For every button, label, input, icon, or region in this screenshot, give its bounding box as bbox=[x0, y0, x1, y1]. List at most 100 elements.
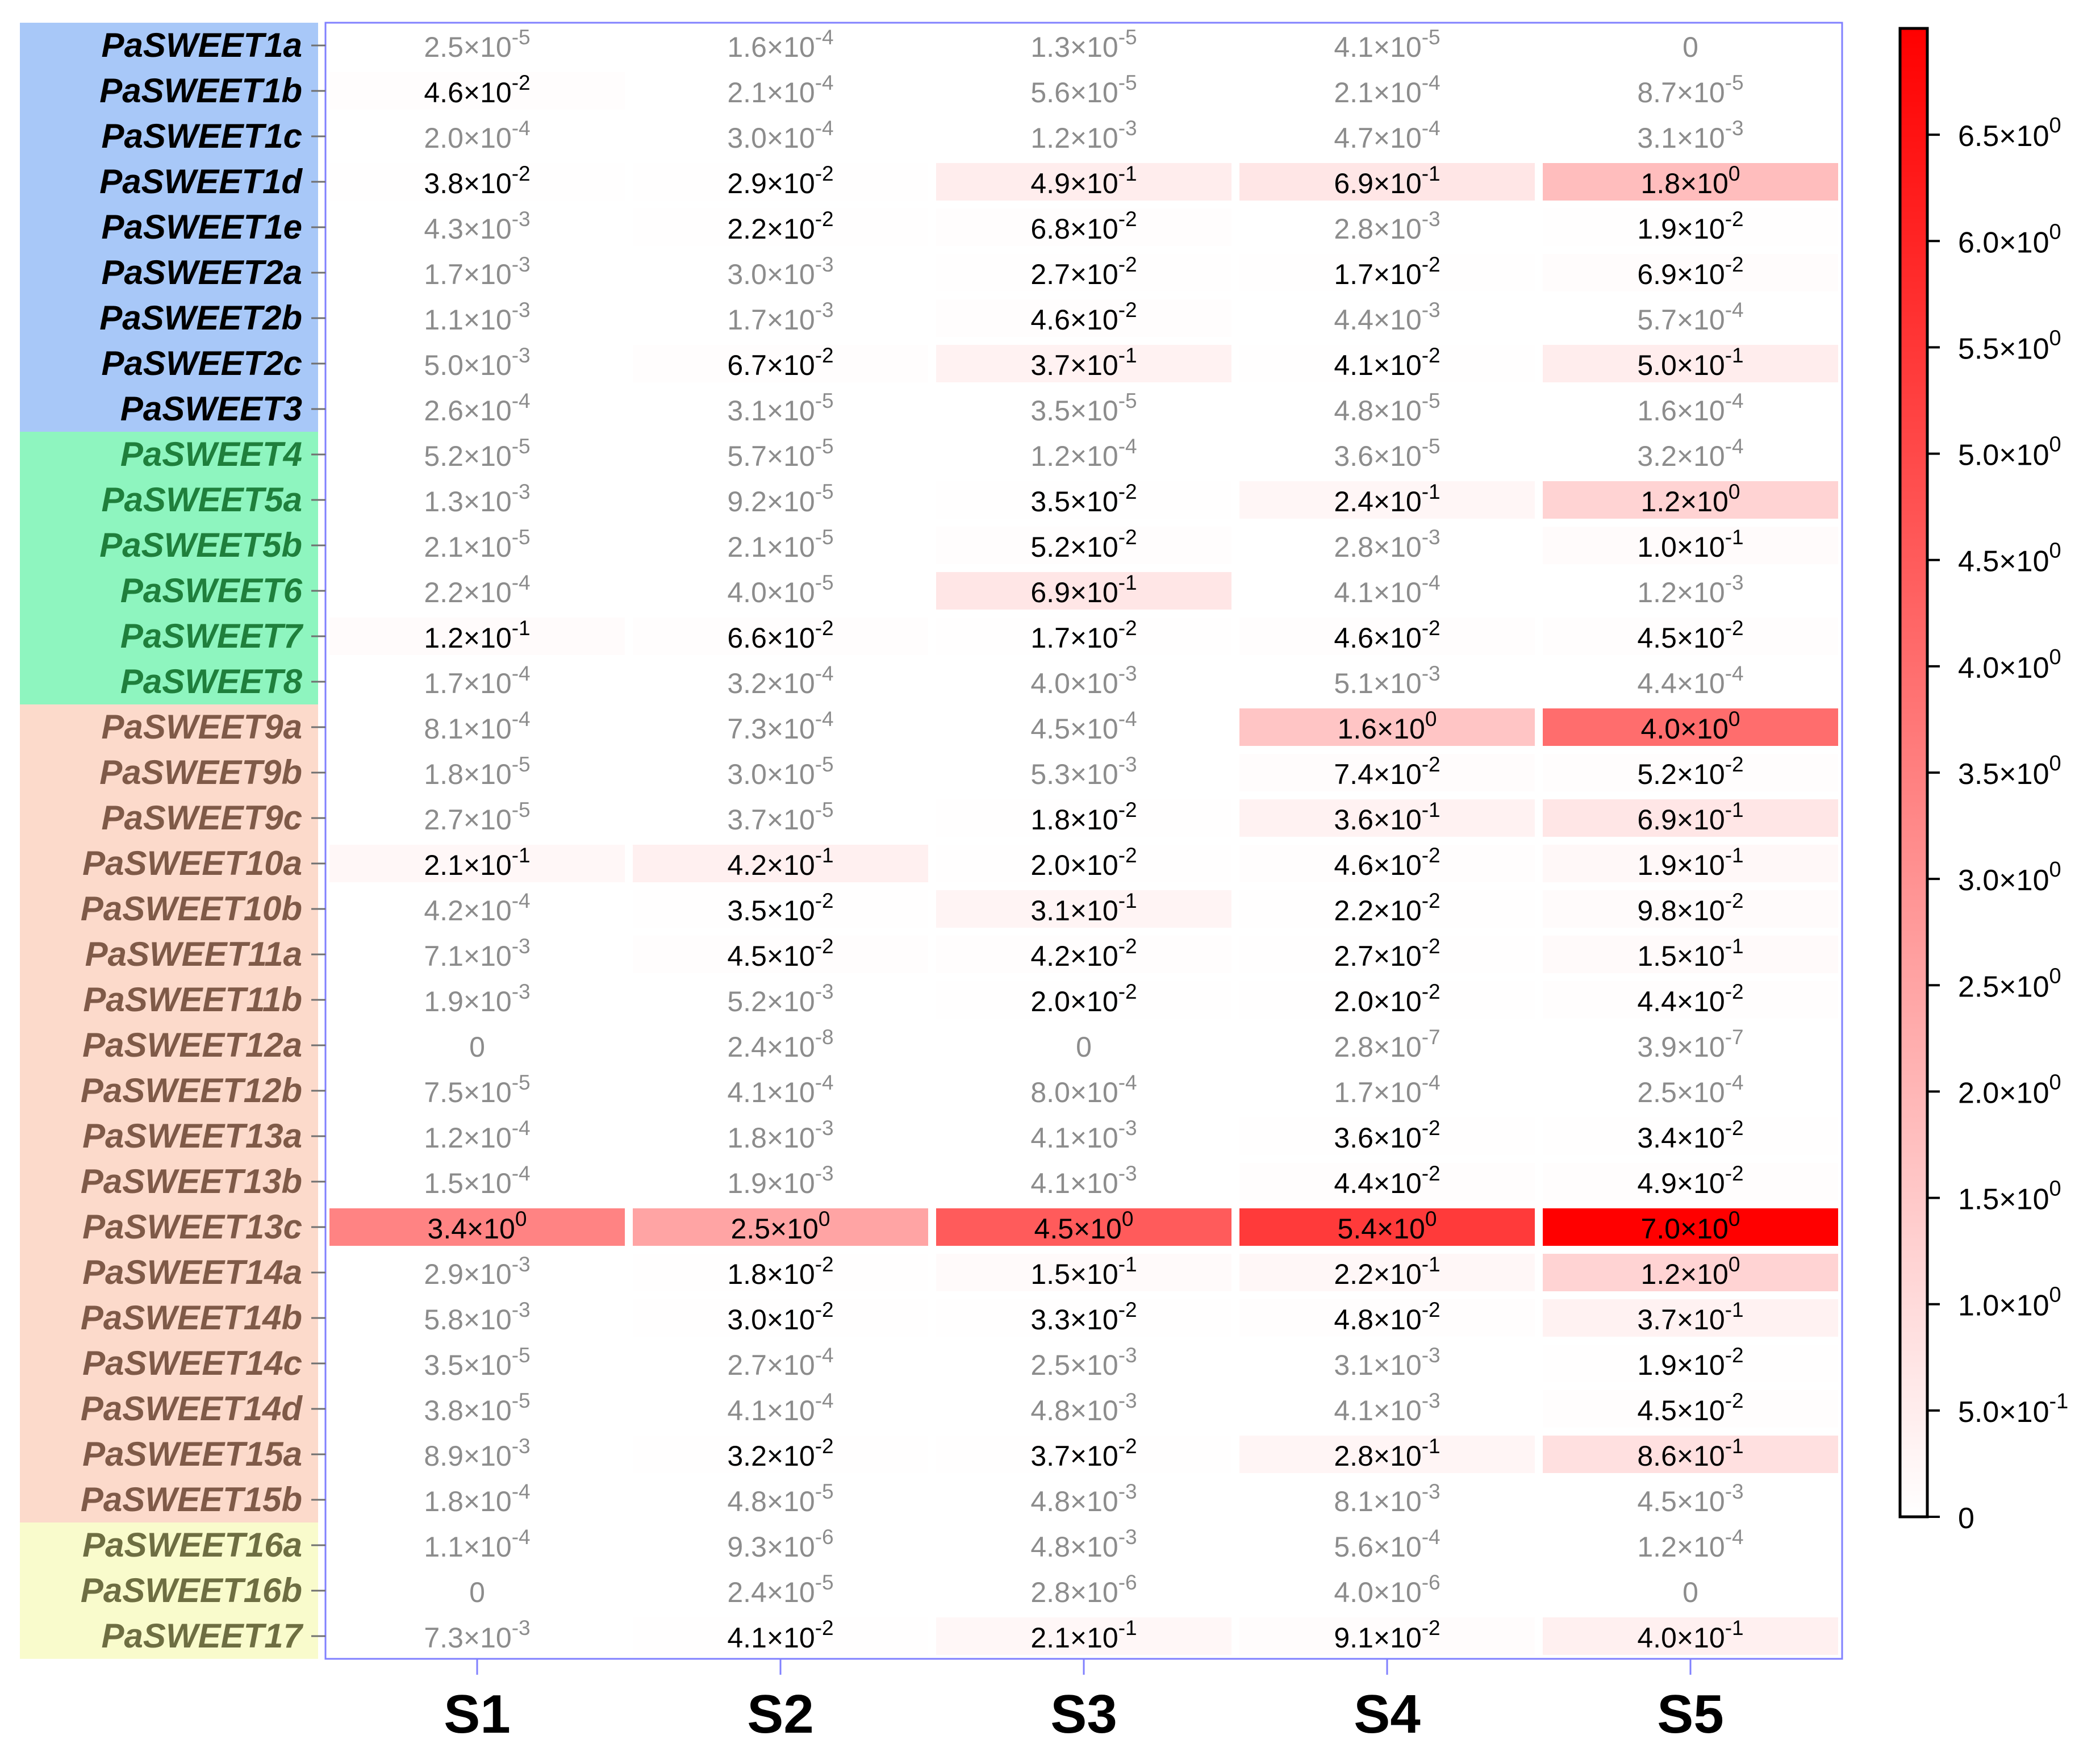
cell-value-label: 3.7×10-2 bbox=[1030, 1434, 1137, 1472]
cell-value-label: 1.8×10-2 bbox=[1030, 798, 1137, 836]
heatmap-cell bbox=[633, 345, 928, 382]
heatmap-cell bbox=[633, 1299, 928, 1337]
heatmap-cell bbox=[1543, 799, 1838, 837]
heatmap-cell bbox=[1543, 1299, 1838, 1337]
cell-value-label: 2.5×100 bbox=[731, 1207, 830, 1245]
cell-value-label: 2.4×10-8 bbox=[727, 1025, 833, 1063]
heatmap-cell bbox=[633, 845, 928, 882]
heatmap-cell bbox=[1239, 527, 1535, 564]
row-label: PaSWEET5a bbox=[102, 481, 302, 519]
heatmap-cell bbox=[633, 981, 928, 1019]
row-label: PaSWEET14d bbox=[81, 1390, 303, 1428]
colorbar-gradient bbox=[1898, 27, 1929, 1519]
heatmap-cell bbox=[1543, 163, 1838, 201]
cell-value-label: 2.9×10-3 bbox=[424, 1253, 530, 1290]
heatmap-cell bbox=[1543, 845, 1838, 882]
cell-value-label: 4.0×10-1 bbox=[1637, 1616, 1743, 1654]
cell-value-label: 8.9×10-3 bbox=[424, 1434, 530, 1472]
heatmap-cell bbox=[329, 845, 625, 882]
cell-value-label: 5.1×10-3 bbox=[1334, 662, 1440, 699]
heatmap-cell bbox=[1543, 572, 1838, 610]
colorbar-tick-label: 6.5×100 bbox=[1958, 114, 2061, 153]
heatmap-cell bbox=[936, 1345, 1231, 1382]
heatmap-cell bbox=[1239, 890, 1535, 928]
heatmap-cell bbox=[1239, 1617, 1535, 1655]
heatmap-cell bbox=[633, 1072, 928, 1109]
heatmap-cell bbox=[936, 663, 1231, 700]
colorbar-tick-label: 4.5×100 bbox=[1958, 539, 2061, 578]
heatmap-cell bbox=[1543, 436, 1838, 473]
heatmap-cell bbox=[936, 618, 1231, 655]
heatmap-cell bbox=[936, 1027, 1231, 1064]
cell-value-label: 4.0×10-3 bbox=[1030, 662, 1137, 699]
row-label: PaSWEET13b bbox=[81, 1162, 302, 1200]
heatmap-cell bbox=[936, 254, 1231, 291]
heatmap-cell bbox=[1239, 663, 1535, 700]
column-label: S1 bbox=[444, 1684, 510, 1745]
cell-value-label: 1.2×10-3 bbox=[1637, 571, 1743, 608]
row-label: PaSWEET11b bbox=[83, 981, 302, 1019]
heatmap-cell bbox=[1239, 799, 1535, 837]
cell-value-label: 1.8×100 bbox=[1641, 162, 1740, 199]
cell-value-label: 4.2×10-2 bbox=[1030, 935, 1137, 972]
cell-value-label: 3.2×10-4 bbox=[727, 662, 833, 699]
heatmap-cell bbox=[1543, 481, 1838, 519]
cell-value-label: 1.2×10-4 bbox=[1030, 435, 1137, 472]
cell-value-label: 2.0×10-4 bbox=[424, 116, 530, 154]
cell-value-label: 5.3×10-3 bbox=[1030, 753, 1137, 790]
heatmap-cell bbox=[633, 299, 928, 337]
heatmap-cell bbox=[329, 754, 625, 791]
heatmap-cell bbox=[1543, 527, 1838, 564]
row-label: PaSWEET7 bbox=[120, 617, 304, 655]
cell-value-label: 1.6×100 bbox=[1338, 707, 1437, 745]
cell-value-label: 2.1×10-5 bbox=[727, 525, 833, 563]
heatmap-cell bbox=[633, 1572, 928, 1609]
cell-value-label: 4.8×10-3 bbox=[1030, 1525, 1137, 1563]
heatmap-cell bbox=[633, 1208, 928, 1246]
cell-value-label: 4.8×10-3 bbox=[1030, 1480, 1137, 1517]
row-label: PaSWEET16a bbox=[82, 1526, 302, 1564]
row-label: PaSWEET1e bbox=[102, 208, 302, 246]
cell-value-label: 4.8×10-5 bbox=[727, 1480, 833, 1517]
cell-value-label: 9.2×10-5 bbox=[727, 480, 833, 518]
cell-value-label: 5.2×10-2 bbox=[1637, 753, 1743, 790]
cell-value-label: 8.6×10-1 bbox=[1637, 1434, 1743, 1472]
heatmap-cell bbox=[329, 572, 625, 610]
heatmap-cell bbox=[329, 254, 625, 291]
cell-value-label: 1.7×10-4 bbox=[1334, 1071, 1440, 1108]
heatmap-cell bbox=[1543, 1117, 1838, 1155]
row-label: PaSWEET11a bbox=[85, 935, 302, 973]
row-label: PaSWEET16b bbox=[81, 1571, 302, 1609]
cell-value-label: 5.2×10-3 bbox=[727, 980, 833, 1017]
cell-value-label: 9.8×10-2 bbox=[1637, 889, 1743, 927]
cell-value-label: 4.5×100 bbox=[1034, 1207, 1134, 1245]
heatmap-cell bbox=[633, 618, 928, 655]
cell-value-label: 2.8×10-6 bbox=[1030, 1571, 1137, 1608]
colorbar-tick-label: 4.0×100 bbox=[1958, 645, 2061, 685]
colorbar-tick-label: 3.5×100 bbox=[1958, 752, 2061, 791]
cell-value-label: 3.7×10-5 bbox=[727, 798, 833, 836]
heatmap-cell bbox=[329, 208, 625, 246]
heatmap-cell bbox=[633, 1345, 928, 1382]
cell-value-label: 4.6×10-2 bbox=[1030, 298, 1137, 336]
cell-value-label: 3.1×10-5 bbox=[727, 389, 833, 427]
cell-value-label: 4.1×10-5 bbox=[1334, 26, 1440, 63]
row-label: PaSWEET8 bbox=[120, 662, 303, 700]
heatmap-cell bbox=[329, 1072, 625, 1109]
colorbar: 0 5.0×10-1 1.0×100 1.5×100 2.0×100 2.5×100 3.0… bbox=[1898, 27, 2068, 1535]
row-label: PaSWEET9b bbox=[99, 753, 302, 791]
cell-value-label: 7.5×10-5 bbox=[424, 1071, 530, 1108]
heatmap-cell bbox=[329, 981, 625, 1019]
heatmap-cell bbox=[936, 845, 1231, 882]
heatmap-cell bbox=[936, 1436, 1231, 1473]
heatmap-cell bbox=[936, 754, 1231, 791]
colorbar-tick-label: 5.0×10-1 bbox=[1958, 1390, 2068, 1429]
heatmap-cell bbox=[1239, 390, 1535, 428]
heatmap-cell bbox=[1239, 1526, 1535, 1564]
cell-value-label: 1.3×10-5 bbox=[1030, 26, 1137, 63]
heatmap-cell bbox=[1543, 890, 1838, 928]
cell-value-label: 2.1×10-1 bbox=[1030, 1616, 1137, 1654]
heatmap-cell bbox=[1239, 163, 1535, 201]
cell-value-label: 8.7×10-5 bbox=[1637, 71, 1743, 109]
heatmap-cell bbox=[329, 299, 625, 337]
